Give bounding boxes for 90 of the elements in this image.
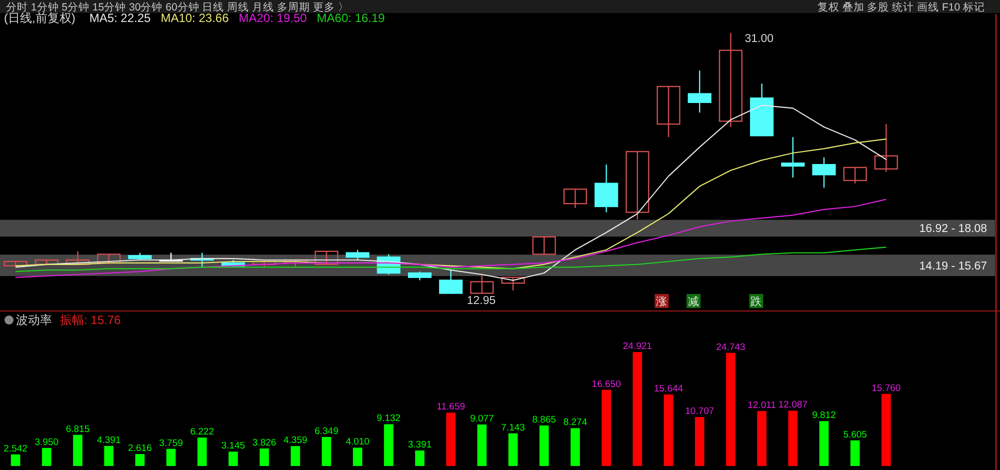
bar [446,412,456,466]
candlestick [470,275,494,294]
data-label: 6.815 [66,424,90,435]
data-label: 9.812 [812,410,836,422]
candlestick [346,249,370,261]
bar [73,434,82,466]
data-label: 5.605 [843,429,867,440]
data-label: 3.391 [408,439,432,450]
band-label: 14.19 - 15.67 [919,260,987,272]
annotation: 31.00 [744,33,774,45]
candlestick [594,164,618,213]
data-label: 4.359 [284,435,308,446]
data-label: 2.542 [4,443,28,454]
bar [104,446,114,466]
data-label: 16.650 [592,378,621,390]
candlestick [314,250,338,265]
data-label: 6.349 [314,426,338,437]
data-label: 7.143 [501,422,525,434]
text: 跌 [750,296,762,308]
text: MA60: 16.19 [316,11,386,25]
candlestick [812,156,836,188]
data-label: 6.222 [190,426,214,438]
data-label: 12.087 [778,400,808,411]
text: MA20: 19.50 [238,11,308,25]
bar [757,411,766,466]
data-label: 15.760 [872,382,901,394]
band-label: 16.92 - 18.08 [919,223,987,236]
candlestick [688,70,712,114]
data-label: 4.010 [346,436,370,448]
data-label: 4.391 [96,434,121,446]
bar [260,448,269,466]
data-label: 15.644 [654,383,684,394]
chart-title: (日线,前复权) [4,11,76,25]
data-label: 24.743 [716,342,746,353]
candlestick [656,86,680,138]
bar [477,424,487,466]
bar [10,454,20,466]
candlestick [626,150,650,220]
candlestick [874,123,898,172]
bar [352,448,362,466]
bar [850,440,860,466]
bar [42,448,52,466]
text: MA5: 22.25 [89,11,152,25]
text: 涨 [656,296,668,308]
bar [539,425,549,466]
bar [788,410,798,466]
candlestick [718,32,742,128]
bar [602,390,611,466]
text: 复权 叠加 多股 统计 画线 F10 标记 [817,0,985,14]
candlestick [563,188,588,209]
bar [197,438,207,466]
bar [508,433,518,466]
data-label: 11.659 [436,402,466,413]
text: 减 [688,295,700,308]
candlestick [439,270,463,295]
data-label: 24.921 [622,341,652,352]
bar [135,454,145,466]
chart-subtitle: 振幅: 15.76 [60,313,122,327]
data-label: 3.145 [221,440,246,452]
bar [726,352,736,466]
candlestick [532,236,556,255]
data-label: 9.132 [376,413,401,424]
bar [882,394,891,466]
candlestick [501,276,525,291]
text: 12.95 [466,295,496,307]
data-label: 10.707 [685,406,714,418]
data-label: 3.759 [159,438,183,449]
chart-title: 波动率 [16,313,52,327]
data-label: 3.826 [252,438,276,448]
bar [694,417,704,466]
bar [632,352,642,466]
candlestick [781,136,805,178]
bar [384,424,394,466]
bar [570,428,580,466]
bar [415,450,424,466]
data-label: 9.077 [470,413,494,424]
bar [664,394,674,466]
data-label: 12.011 [748,400,776,412]
data-label: 8.274 [563,417,588,428]
data-label: 8.865 [532,414,556,426]
bar [819,421,829,466]
bar [228,452,238,466]
bar [166,448,176,466]
text: MA10: 23.66 [160,11,230,25]
bar [322,436,332,466]
bar [290,446,300,466]
data-label: 2.616 [128,443,152,454]
candlestick [843,166,867,184]
data-label: 3.950 [34,436,59,448]
text: 分时 1分钟 5分钟 15分钟 30分钟 60分钟 日线 周线 月线 多周期 更多 〉 [6,0,349,14]
